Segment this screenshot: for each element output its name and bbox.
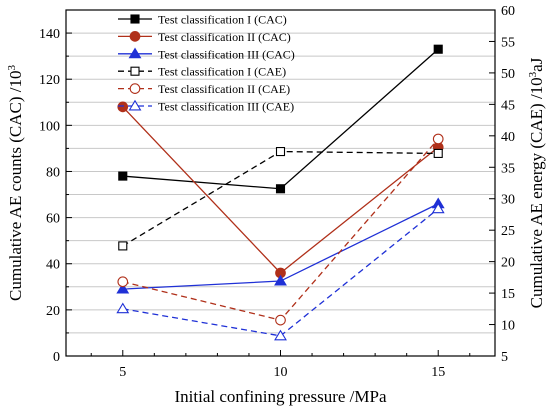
- x-tick-label: 10: [274, 365, 288, 380]
- legend-item: Test classification I (CAE): [118, 65, 286, 79]
- y-left-tick-label: 80: [46, 165, 60, 180]
- data-point: [433, 148, 443, 158]
- x-axis-title: Initial confining pressure /MPa: [175, 387, 387, 406]
- y-left-tick-label: 100: [39, 119, 60, 134]
- data-point: [118, 171, 128, 181]
- data-point: [274, 274, 287, 286]
- data-point: [432, 133, 444, 145]
- data-point: [130, 14, 140, 24]
- data-point: [130, 66, 140, 76]
- series-5: [117, 133, 444, 326]
- series-line: [122, 138, 439, 321]
- legend-item: Test classification III (CAE): [118, 100, 294, 114]
- legend-label: Test classification I (CAC): [158, 13, 287, 27]
- legend-item: Test classification III (CAC): [118, 47, 295, 61]
- series-3: [116, 197, 445, 294]
- series-layer: [116, 44, 445, 341]
- y-axis-right-title-main: Cumulative AE energy (CAE) /10: [527, 77, 546, 308]
- y-right-tick-label: 15: [501, 287, 515, 302]
- y-left-tick-label: 40: [46, 258, 60, 273]
- y-axis-right-title: Cumulative AE energy (CAE) /103aJ: [527, 57, 546, 308]
- y-right-tick-label: 25: [501, 224, 515, 239]
- legend-label: Test classification II (CAC): [158, 30, 291, 44]
- data-point: [275, 146, 286, 157]
- y-right-tick-label: 60: [501, 4, 515, 19]
- data-point: [275, 314, 286, 326]
- data-point: [274, 329, 287, 341]
- y-right-tick-label: 30: [501, 193, 515, 208]
- legend-label: Test classification III (CAC): [158, 47, 295, 61]
- y-left-tick-label: 120: [39, 73, 60, 88]
- series-4: [118, 146, 443, 251]
- y-left-tick-label: 60: [46, 212, 60, 227]
- y-axis-left-title: Cumulative AE counts (CAC) /103: [6, 65, 25, 301]
- x-tick-label: 5: [119, 365, 126, 380]
- y-right-tick-label: 55: [501, 35, 515, 50]
- legend-item: Test classification I (CAC): [118, 13, 287, 27]
- y-right-tick-label: 20: [501, 256, 515, 271]
- y-right-tick-label: 40: [501, 130, 515, 145]
- y-left-tick-label: 20: [46, 304, 60, 319]
- legend-item: Test classification II (CAE): [118, 82, 290, 96]
- data-point: [128, 47, 142, 59]
- series-6: [116, 202, 445, 341]
- data-point: [129, 31, 141, 42]
- data-point: [275, 184, 286, 194]
- y-right-tick-label: 45: [501, 98, 515, 113]
- y-right-tick-label: 10: [501, 319, 515, 334]
- y-right-tick-label: 5: [501, 350, 508, 365]
- data-point: [431, 202, 445, 214]
- y-right-tick-label: 50: [501, 67, 515, 82]
- gridlines: [66, 32, 495, 334]
- legend-label: Test classification I (CAE): [158, 65, 286, 79]
- y-axis-left-title-sup: 3: [6, 65, 18, 71]
- series-line: [122, 150, 439, 247]
- series-2: [117, 101, 444, 279]
- plot-frame: [65, 9, 496, 357]
- data-point: [128, 99, 142, 111]
- legend: Test classification I (CAC) Test classifi…: [118, 13, 295, 114]
- y-right-tick-label: 35: [501, 161, 515, 176]
- axes: 5 10 15 0 20 40 60 80 100 120 140 5 10 15 20 25 30 35 40 45…: [39, 4, 515, 380]
- y-left-tick-label: 0: [53, 350, 60, 365]
- y-axis-left-title-main: Cumulative AE counts (CAC) /10: [6, 71, 25, 301]
- data-point: [117, 101, 129, 113]
- x-tick-label: 15: [431, 365, 445, 380]
- data-point: [116, 302, 130, 314]
- data-point: [118, 241, 128, 251]
- legend-item: Test classification II (CAC): [118, 30, 291, 44]
- y-axis-right-title-unit: aJ: [527, 57, 546, 72]
- data-point: [117, 276, 129, 288]
- data-point: [129, 83, 141, 94]
- y-left-tick-label: 140: [39, 27, 60, 42]
- series-1: [118, 44, 443, 194]
- y-axis-right-title-sup: 3: [527, 71, 539, 77]
- data-point: [116, 282, 130, 294]
- legend-label: Test classification III (CAE): [158, 100, 294, 114]
- legend-label: Test classification II (CAE): [158, 82, 290, 96]
- data-point: [433, 44, 443, 54]
